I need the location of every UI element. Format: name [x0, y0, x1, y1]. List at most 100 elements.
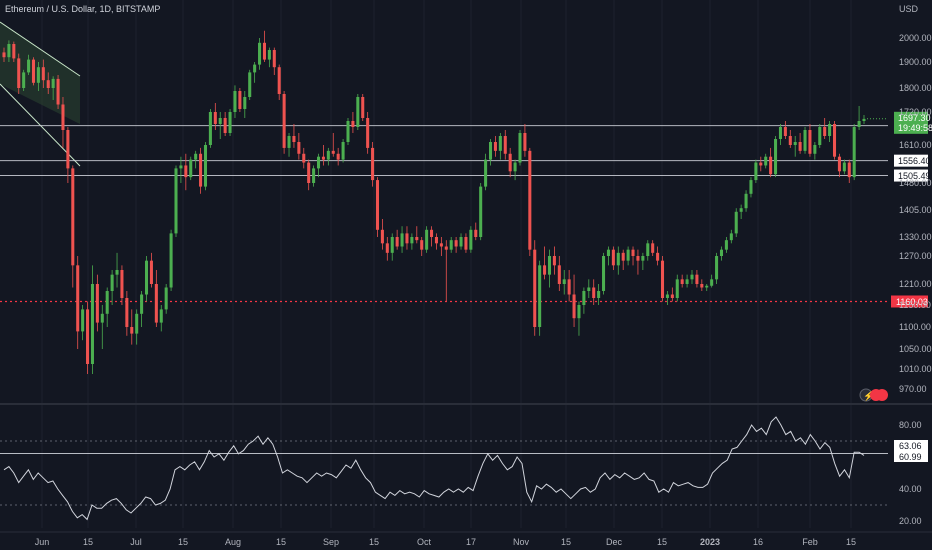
time-tick-3: 15: [178, 537, 188, 547]
support-label: 1160.03: [896, 297, 928, 307]
candle-body: [312, 168, 316, 183]
horizontal-levels[interactable]: 1674.551556.401505.491160.031697.3019:49…: [0, 111, 932, 308]
price-tick-8: 1270.00: [899, 251, 932, 261]
time-axis[interactable]: Jun 15 Jul 15 Aug 15 Sep 15 Oct 17 Nov 15 Dec 15 2023 1…: [0, 531, 932, 547]
rsi-tick-2: 40.00: [899, 484, 922, 494]
candle-body: [12, 44, 16, 59]
candle-body: [498, 136, 502, 151]
candle-body: [375, 180, 380, 230]
candle-body: [316, 156, 321, 169]
candle-body: [272, 50, 276, 68]
price-axis[interactable]: 2000.00 1900.00 1800.00 1720.00 1610.00 1480.…: [899, 33, 932, 394]
candle-body: [218, 118, 222, 124]
candle-body: [493, 142, 497, 151]
candle-body: [410, 237, 414, 244]
descending-channel[interactable]: [0, 22, 80, 124]
time-tick-6: Sep: [323, 537, 339, 547]
candle-body: [562, 279, 566, 284]
candle-body: [813, 145, 817, 154]
rsi-line: [3, 416, 865, 521]
candle-body: [336, 153, 340, 160]
candle-body: [444, 246, 448, 250]
candle-body: [508, 153, 512, 172]
candle-body: [739, 208, 743, 212]
rsi-tick-3: 20.00: [899, 516, 922, 526]
candle-body: [592, 287, 596, 298]
time-tick-9: 17: [466, 537, 476, 547]
candle-body: [651, 243, 655, 253]
time-tick-14: 2023: [700, 537, 720, 547]
candle-body: [715, 256, 719, 280]
price-tick-7: 1330.00: [899, 232, 932, 242]
price-tick-6: 1405.00: [899, 205, 932, 215]
candle-body: [636, 256, 640, 261]
candle-body: [51, 78, 55, 88]
candle-body: [81, 309, 85, 332]
candle-body: [474, 229, 478, 237]
level-badge-1: [894, 154, 928, 167]
price-tick-12: 1050.00: [899, 344, 932, 354]
candle-body: [248, 72, 252, 97]
candle-body: [547, 256, 552, 275]
candle-body: [282, 94, 286, 148]
candle-body: [371, 147, 375, 181]
flag-icon-2[interactable]: [876, 389, 888, 401]
candle-body: [793, 142, 797, 145]
candle-body: [292, 136, 296, 142]
candle-body: [380, 229, 384, 244]
time-tick-7: 15: [369, 537, 379, 547]
candle-body: [287, 136, 291, 148]
candle-body: [503, 136, 507, 154]
rsi-badge-0: [894, 440, 928, 451]
time-tick-13: 15: [657, 537, 667, 547]
candle-body: [2, 52, 6, 58]
channel-top-line[interactable]: [0, 21, 81, 77]
candle-body: [439, 243, 443, 247]
candle-body: [660, 260, 665, 298]
candle-body: [665, 294, 669, 298]
candle-body: [159, 309, 163, 323]
price-tick-4: 1610.00: [899, 140, 932, 150]
price-tick-11: 1100.00: [899, 322, 931, 332]
price-tick-14: 970.00: [899, 384, 927, 394]
candle-body: [321, 156, 325, 160]
candle-body: [518, 133, 522, 163]
candle-body: [631, 249, 635, 256]
candle-body: [144, 260, 149, 295]
candle-body: [587, 287, 591, 291]
time-tick-4: Aug: [225, 537, 241, 547]
candle-body: [351, 121, 355, 127]
candle-body: [734, 211, 738, 234]
candle-body: [626, 249, 630, 261]
candle-body: [646, 243, 650, 256]
candle-body: [611, 249, 615, 266]
candle-body: [602, 256, 606, 291]
candle-body: [307, 162, 311, 183]
level-label-1: 1556.40: [898, 156, 931, 166]
candle-body: [326, 150, 330, 160]
candle-body: [783, 127, 787, 136]
time-tick-1: 15: [83, 537, 93, 547]
time-tick-17: 15: [846, 537, 856, 547]
candle-body: [110, 274, 114, 291]
candle-body: [832, 124, 837, 157]
candle-body: [459, 237, 463, 247]
candle-body: [66, 130, 70, 169]
candle-body: [656, 252, 660, 261]
candle-body: [425, 229, 429, 250]
candle-body: [705, 285, 709, 288]
candle-body: [361, 97, 365, 118]
candle-body: [597, 291, 601, 298]
alert-icons[interactable]: ⚡: [859, 388, 888, 402]
candle-body: [449, 240, 453, 250]
price-tick-0: 2000.00: [899, 33, 932, 43]
candle-body: [543, 265, 547, 275]
candle-body: [513, 162, 517, 172]
candle-body: [194, 153, 198, 160]
price-tick-13: 1010.00: [899, 364, 932, 374]
candle-body: [484, 159, 488, 187]
currency-label: USD: [899, 4, 919, 14]
